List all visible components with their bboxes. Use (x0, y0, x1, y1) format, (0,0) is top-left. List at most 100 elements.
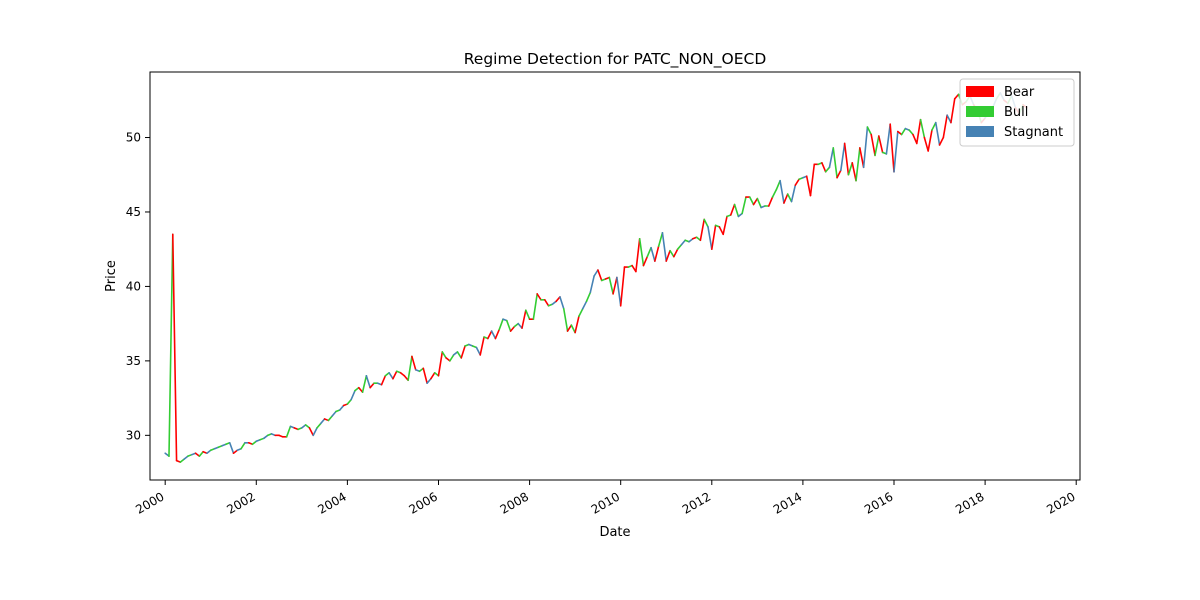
series-segment-bear (642, 255, 649, 267)
series-segment-stagnant (893, 130, 899, 173)
series-segment-bull (771, 188, 778, 198)
series-segment-stagnant (779, 179, 785, 204)
legend-label-bull: Bull (1004, 105, 1028, 120)
series-segment-bull (900, 127, 907, 136)
series-segment-bull (304, 424, 311, 429)
series-segment-bull (198, 450, 204, 457)
series-segment-bear (673, 248, 679, 258)
x-tick-label: 2008 (498, 489, 531, 516)
series-segment-bull (676, 243, 683, 250)
y-axis-title: Price (104, 260, 119, 292)
y-tick-label: 35 (126, 354, 141, 368)
series-segment-bear (487, 330, 493, 340)
series-segment-bull (919, 118, 926, 139)
series-segment-stagnant (862, 126, 869, 169)
series-segment-stagnant (946, 114, 952, 124)
series-segment-stagnant (312, 427, 318, 437)
plot-frame (149, 71, 1081, 481)
series-segment-bear (722, 215, 728, 236)
y-tick-label: 45 (126, 205, 141, 219)
series-segment-bear (543, 299, 550, 307)
series-segment-bull (733, 203, 740, 218)
series-segment-bear (566, 324, 573, 332)
series-segment-bear (889, 123, 895, 173)
series-segment-bear (752, 197, 759, 206)
series-segment-bull (327, 415, 334, 422)
legend-swatch-bull (966, 106, 994, 117)
series-segment-bull (703, 218, 709, 228)
series-segment-bull (908, 129, 914, 136)
series-segment-bull (824, 166, 831, 173)
legend-label-stagnant: Stagnant (1004, 125, 1063, 140)
series-segment-stagnant (680, 239, 687, 246)
series-segment-bull (240, 441, 246, 450)
series-segment-bull (449, 354, 455, 362)
series-segment-bear (536, 293, 542, 301)
x-tick-label: 2018 (953, 489, 986, 516)
series-segment-bear (809, 163, 816, 197)
series-segment-bear (445, 357, 451, 362)
series-segment-stagnant (183, 455, 189, 460)
series-segment-stagnant (650, 246, 656, 262)
series-segment-bear (597, 269, 603, 282)
series-segment-bear (767, 196, 774, 207)
series-segment-bear (521, 309, 527, 329)
series-segment-bear (422, 367, 428, 385)
series-segment-bear (710, 224, 717, 250)
x-tick-label: 2002 (224, 489, 257, 516)
plot-lines (164, 92, 1028, 463)
x-tick-label: 2000 (133, 489, 166, 516)
series-segment-bear (665, 249, 671, 262)
series-segment-bull (285, 425, 292, 438)
series-segment-bull (638, 237, 645, 267)
series-segment-bull (354, 386, 360, 392)
series-segment-bull (646, 246, 652, 258)
series-segment-bear (805, 175, 812, 197)
series-segment-stagnant (707, 226, 713, 250)
series-segment-stagnant (581, 300, 588, 310)
series-segment-bear (509, 325, 516, 332)
series-segment-bear (953, 93, 960, 100)
series-segment-stagnant (490, 330, 497, 340)
series-segment-bear (836, 169, 842, 179)
x-tick-label: 2012 (680, 489, 713, 516)
series-segment-bull (748, 196, 755, 206)
series-segment-bull (847, 162, 854, 176)
series-segment-stagnant (388, 371, 394, 380)
series-segment-bull (361, 374, 368, 393)
series-segment-stagnant (365, 374, 371, 389)
x-tick-label: 2004 (315, 489, 348, 516)
series-segment-bear (783, 193, 789, 204)
series-segment-bear (430, 371, 436, 380)
series-segment-bear (619, 266, 626, 307)
series-segment-bull (441, 351, 447, 359)
series-segment-bear (912, 133, 918, 145)
series-segment-bear (392, 370, 398, 380)
series-segment-bull (179, 458, 185, 463)
series-segment-bear (654, 245, 660, 262)
series-segment-bull (756, 197, 762, 209)
series-segment-bear (938, 136, 945, 146)
series-segment-bear (927, 129, 933, 152)
series-segment-bull (316, 422, 322, 429)
series-segment-stagnant (934, 121, 941, 146)
series-segment-bear (555, 296, 561, 303)
series-segment-bear (794, 178, 800, 186)
series-segment-bear (574, 315, 580, 334)
series-segment-bear (699, 218, 706, 242)
series-segment-bull (524, 309, 531, 320)
legend-swatch-bear (966, 86, 994, 97)
chart-title: Regime Detection for PATC_NON_OECD (464, 50, 767, 69)
series-segment-bear (915, 118, 922, 145)
x-axis: 2000 2002 2004 2006 2008 2010 2012 2014 2016 2018… (133, 480, 1078, 517)
y-tick-label: 40 (126, 279, 141, 293)
series-segment-bull (874, 135, 880, 157)
y-tick-label: 50 (126, 131, 141, 145)
series-segment-bull (346, 398, 352, 405)
series-segment-bear (942, 114, 948, 139)
series-segment-bear (437, 351, 444, 377)
series-segment-bull (251, 440, 258, 446)
series-segment-bull (506, 319, 512, 332)
series-segment-bear (612, 276, 618, 295)
series-segment-bull (407, 355, 413, 382)
